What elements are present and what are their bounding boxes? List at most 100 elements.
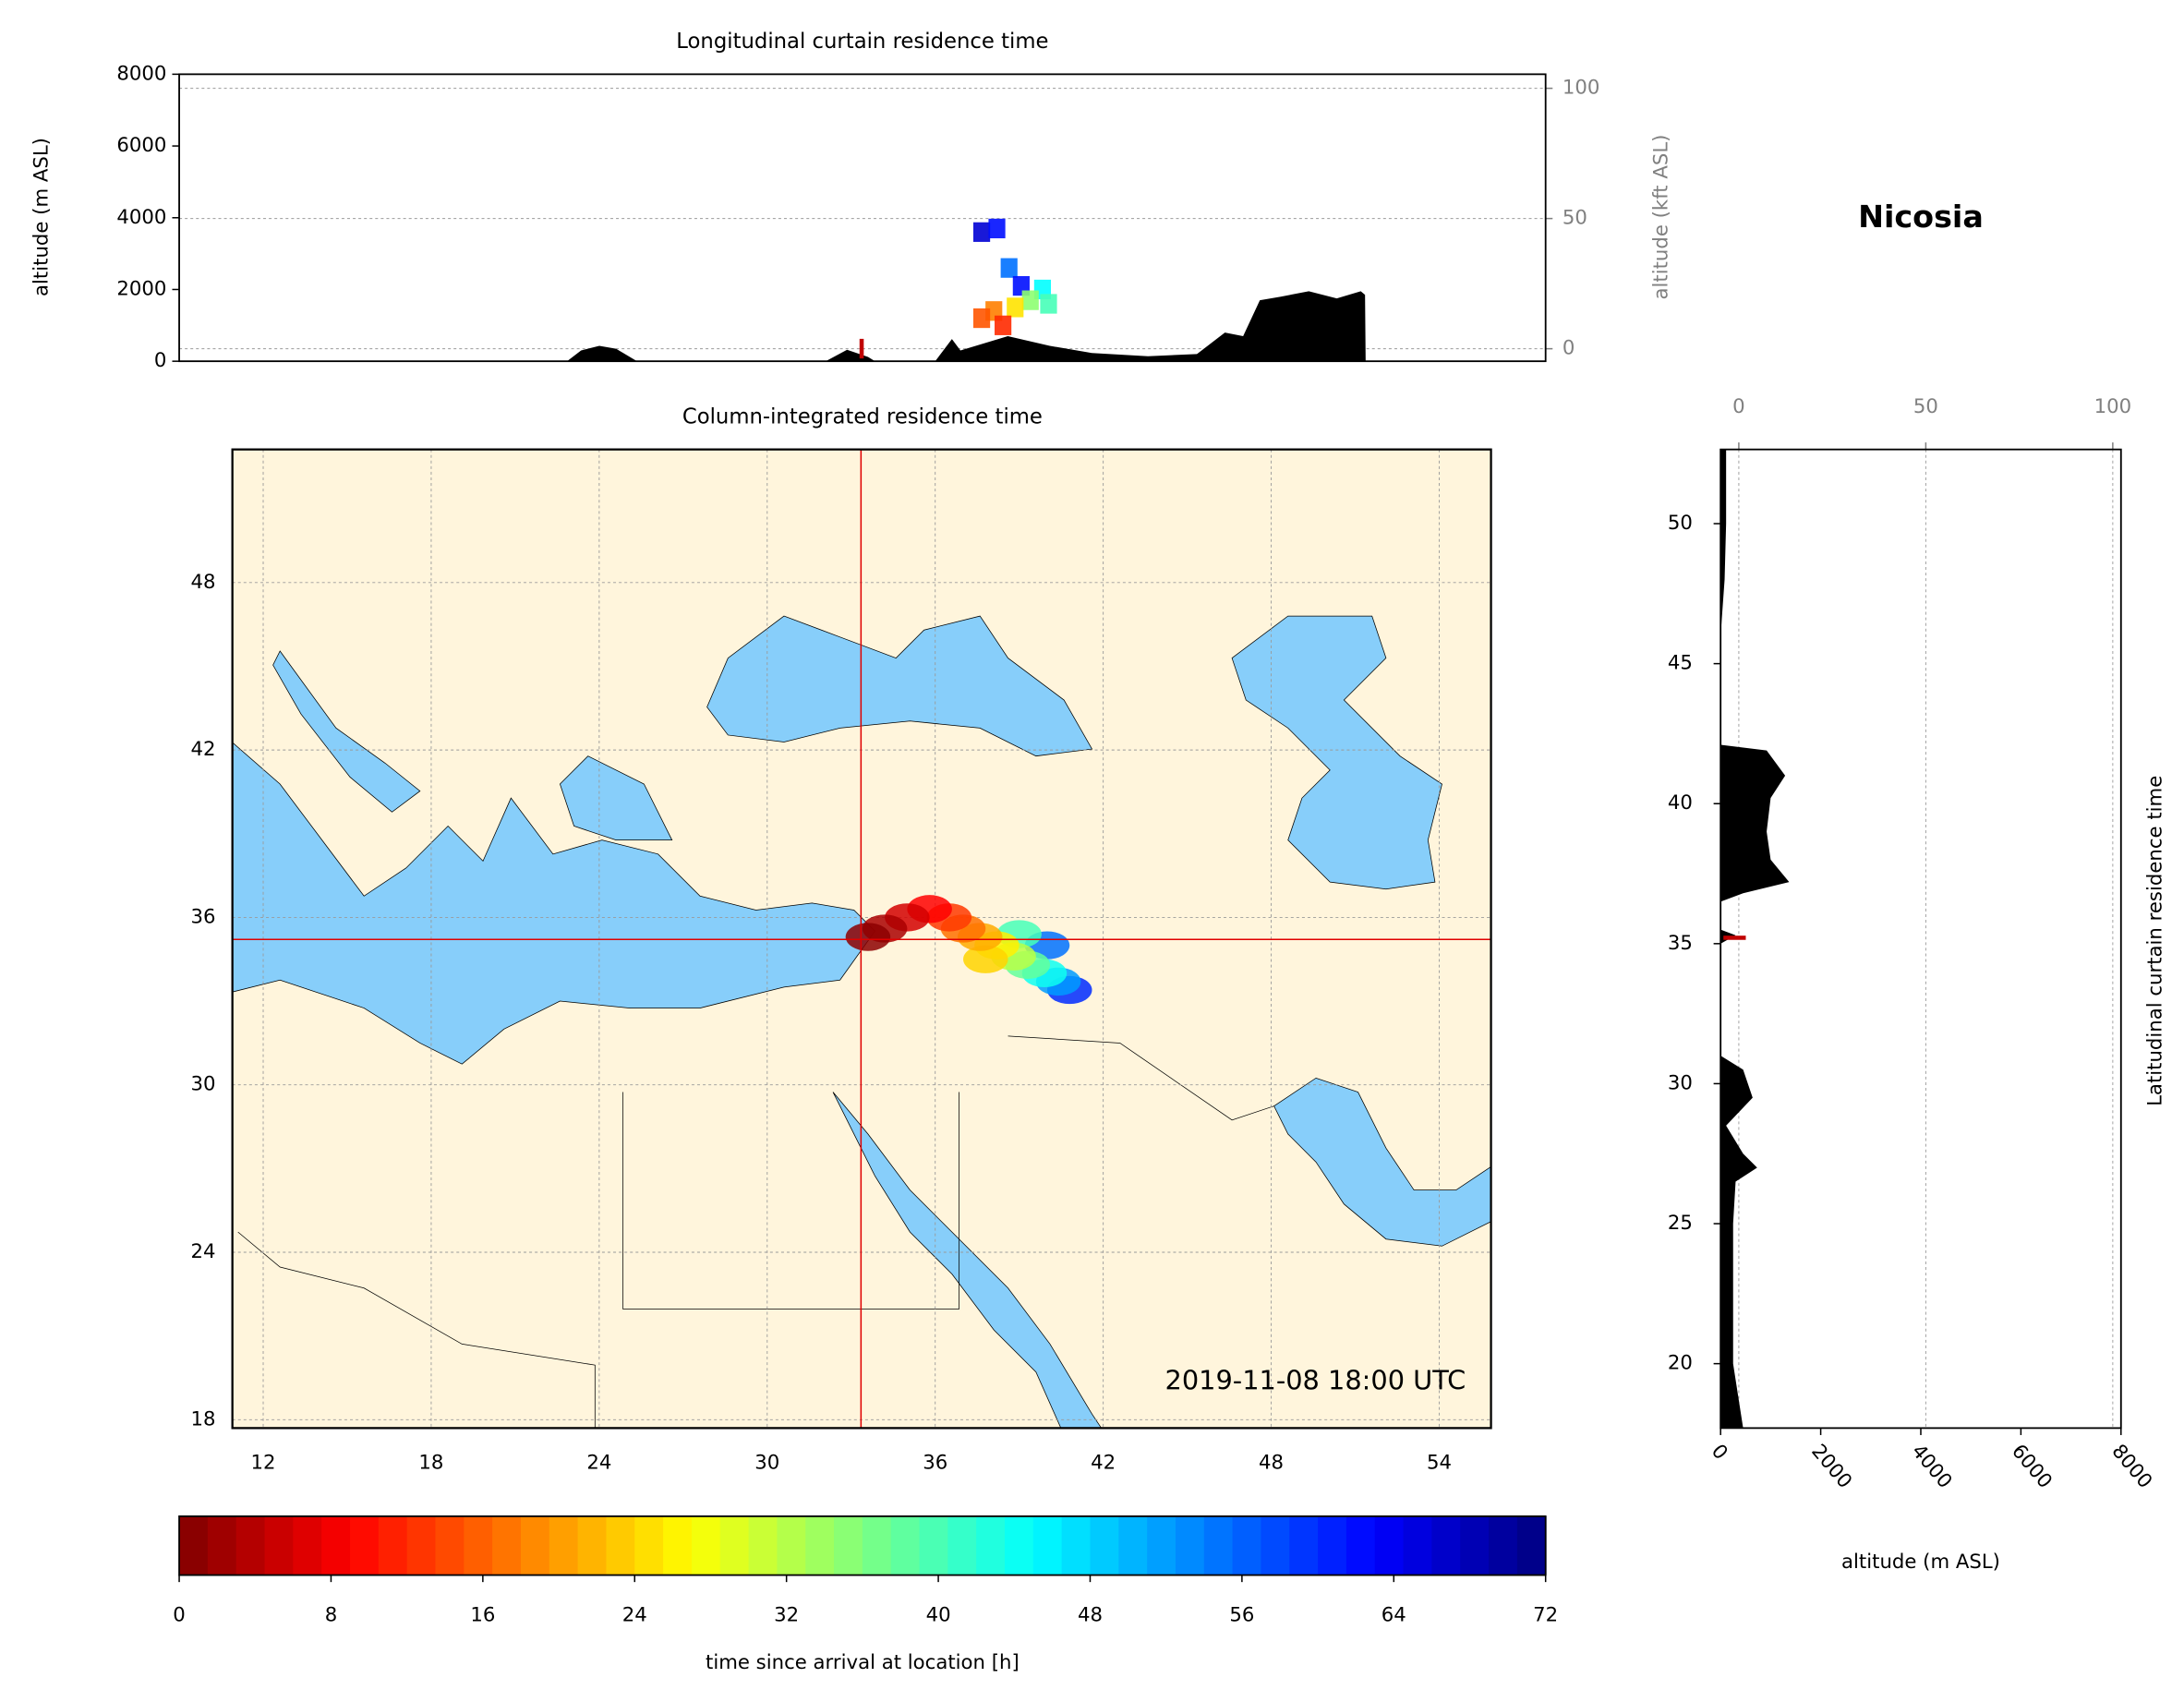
colorbar-tick-label: 24 (622, 1604, 647, 1627)
map-title: Column-integrated residence time (682, 404, 1043, 429)
colorbar-segment (1061, 1515, 1092, 1575)
colorbar-segment (634, 1515, 665, 1575)
colorbar-tick-label: 72 (1533, 1604, 1558, 1627)
colorbar-segment (577, 1515, 608, 1575)
x-tick-label: 18 (418, 1451, 443, 1474)
colorbar-segment (834, 1515, 863, 1575)
y-axis-label: Latitudinal curtain residence time (2144, 776, 2167, 1106)
colorbar-label: time since arrival at location [h] (706, 1651, 1020, 1674)
colorbar-segment (406, 1515, 437, 1575)
residence-cell (1021, 290, 1039, 310)
y-tick-label: 4000 (116, 206, 166, 229)
colorbar-segment (947, 1515, 978, 1575)
sea (232, 742, 876, 1065)
y-tick-label: 24 (190, 1240, 215, 1263)
x-tick-label: 4000 (1907, 1440, 1957, 1492)
colorbar-segment (1289, 1515, 1319, 1575)
sea (832, 1092, 1103, 1429)
colorbar-segment (235, 1515, 266, 1575)
x-tick-label: 2000 (1806, 1440, 1856, 1492)
colorbar-segment (1374, 1515, 1405, 1575)
x2-tick-label: 50 (1913, 395, 1938, 418)
colorbar-segment (549, 1515, 579, 1575)
colorbar-tick-label: 40 (926, 1604, 951, 1627)
colorbar-segment (264, 1515, 295, 1575)
x-tick-label: 12 (251, 1451, 276, 1474)
y-tick-label: 2000 (116, 277, 166, 300)
colorbar-tick-label: 64 (1382, 1604, 1406, 1627)
x-tick-label: 42 (1091, 1451, 1116, 1474)
colorbar-segment (606, 1515, 636, 1575)
colorbar-segment (1460, 1515, 1490, 1575)
colorbar-segment (1175, 1515, 1205, 1575)
colorbar-segment (777, 1515, 807, 1575)
residence-cell (1007, 297, 1024, 318)
colorbar-segment (1118, 1515, 1149, 1575)
y-tick-label: 18 (190, 1407, 215, 1430)
colorbar-tick-label: 32 (774, 1604, 799, 1627)
x-tick-label: 6000 (2007, 1440, 2057, 1492)
x-tick-label: 0 (1707, 1440, 1732, 1464)
x-tick-label: 24 (586, 1451, 611, 1474)
colorbar-segment (805, 1515, 835, 1575)
residence-cell (972, 308, 991, 329)
colorbar-segment (691, 1515, 721, 1575)
y2-tick-label: 100 (1563, 77, 1600, 100)
colorbar-tick-label: 48 (1078, 1604, 1103, 1627)
residence-cell (1000, 258, 1018, 278)
x-axis-label: altitude (m ASL) (1841, 1551, 2000, 1574)
y-tick-label: 8000 (116, 62, 166, 85)
colorbar-segment (719, 1515, 750, 1575)
x-tick-label: 36 (923, 1451, 947, 1474)
colorbar-segment (748, 1515, 778, 1575)
y-tick-label: 40 (1668, 791, 1693, 815)
y-tick-label: 30 (190, 1073, 215, 1096)
y-tick-label: 25 (1668, 1212, 1693, 1235)
plume-point (845, 923, 891, 951)
x-tick-label: 8000 (2107, 1440, 2157, 1492)
sea (272, 650, 421, 813)
colorbar-segment (1318, 1515, 1347, 1575)
colorbar-segment (207, 1515, 237, 1575)
colorbar-segment (1032, 1515, 1063, 1575)
residence-cell (995, 315, 1012, 335)
curtain-title: Longitudinal curtain residence time (676, 30, 1048, 54)
y-axis-label: altitude (m ASL) (30, 138, 53, 296)
location-marker (859, 338, 864, 359)
colorbar-segment (1261, 1515, 1291, 1575)
colorbar-segment (435, 1515, 465, 1575)
y-tick-label: 6000 (116, 134, 166, 157)
colorbar-tick-label: 8 (325, 1604, 338, 1627)
colorbar-segment (179, 1515, 209, 1575)
colorbar-segment (492, 1515, 522, 1575)
colorbar-segment (1516, 1515, 1547, 1575)
sea (559, 755, 673, 841)
y-tick-label: 48 (190, 571, 215, 594)
colorbar-segment (321, 1515, 351, 1575)
colorbar-frame (178, 1515, 1547, 1576)
colorbar-segment (520, 1515, 550, 1575)
colorbar-segment (1090, 1515, 1120, 1575)
plume-point (963, 945, 1008, 973)
colorbar-segment (663, 1515, 693, 1575)
sea (1273, 1077, 1491, 1247)
location-marker (1723, 935, 1746, 940)
sea (706, 615, 1093, 757)
x2-tick-label: 100 (2094, 395, 2132, 418)
axes-frame (1719, 448, 2122, 1430)
location-name: Nicosia (1858, 199, 1984, 235)
residence-cell (1040, 294, 1057, 314)
axes-frame (231, 448, 1492, 1430)
residence-cell (972, 222, 991, 242)
y-tick-label: 36 (190, 905, 215, 928)
border (622, 1092, 959, 1310)
colorbar-segment (1005, 1515, 1034, 1575)
x-tick-label: 48 (1259, 1451, 1284, 1474)
colorbar-segment (464, 1515, 494, 1575)
colorbar-segment (378, 1515, 408, 1575)
x2-tick-label: 0 (1732, 395, 1745, 418)
timestamp: 2019-11-08 18:00 UTC (1165, 1364, 1466, 1395)
colorbar-segment (890, 1515, 921, 1575)
colorbar-segment (1431, 1515, 1462, 1575)
